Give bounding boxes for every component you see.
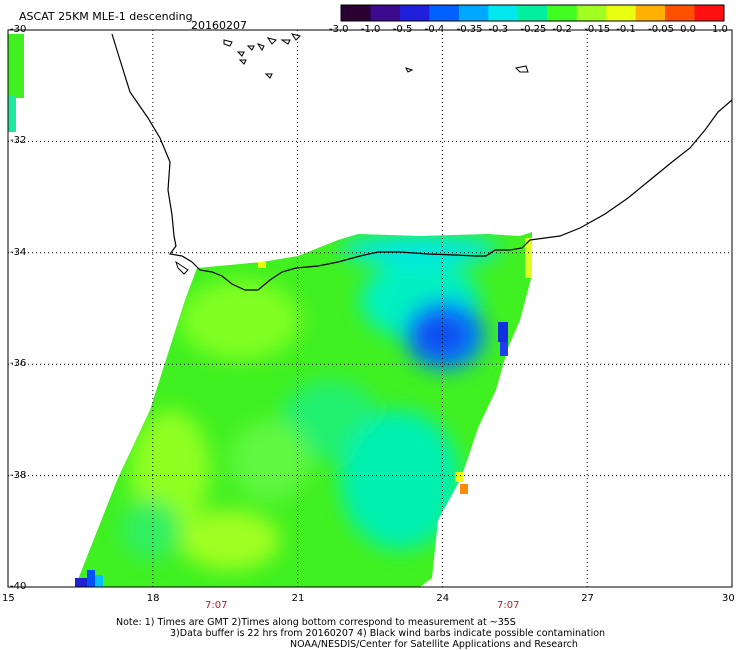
colorbar xyxy=(340,4,725,22)
colorbar-tick-label: -0.35 xyxy=(456,24,483,35)
colorbar-tick-label: -1.0 xyxy=(360,24,381,35)
colorbar-segment xyxy=(341,5,371,21)
plot-frame xyxy=(7,29,733,588)
footnote-line-2: 3)Data buffer is 22 hrs from 20160207 4)… xyxy=(170,628,606,639)
colorbar-segment xyxy=(547,5,578,21)
longitude-tick-label: 15 xyxy=(2,593,15,604)
swath-texture xyxy=(120,234,500,570)
colorbar-tick-label: -0.1 xyxy=(616,24,636,35)
colorbar-tick-label: -0.2 xyxy=(552,24,572,35)
colorbar-segment xyxy=(694,5,725,21)
colorbar-tick-label: -0.15 xyxy=(584,24,611,35)
latitude-tick-label: -34 xyxy=(10,246,27,258)
coast-detail xyxy=(175,260,189,275)
colorbar-tick-label: 0.0 xyxy=(680,24,696,35)
map-date: 20160207 xyxy=(191,19,247,32)
map-title: ASCAT 25KM MLE-1 descending xyxy=(19,10,193,23)
longitude-tick-label: 21 xyxy=(291,593,305,604)
pass-time-2: 7:07 xyxy=(497,600,520,611)
coastline xyxy=(111,33,733,291)
data-swath xyxy=(75,232,532,587)
colorbar-segment xyxy=(370,5,401,21)
colorbar-tick-label: -3.0 xyxy=(329,24,349,35)
latitude-tick-label: -36 xyxy=(10,358,27,370)
longitude-tick-label: 30 xyxy=(722,593,735,604)
longitude-tick-label: 18 xyxy=(146,593,160,604)
colorbar-tick-label: 1.0 xyxy=(712,24,728,35)
colorbar-segment xyxy=(635,5,666,21)
colorbar-tick-label: -0.3 xyxy=(488,24,509,35)
grid xyxy=(8,30,732,587)
colorbar-segment xyxy=(665,5,696,21)
colorbar-segment xyxy=(517,5,548,21)
pass-time-1: 7:07 xyxy=(205,600,228,611)
colorbar-segment xyxy=(576,5,607,21)
footnote-line-1: Note: 1) Times are GMT 2)Times along bot… xyxy=(116,617,516,628)
colorbar-segment xyxy=(606,5,637,21)
colorbar-outline xyxy=(340,4,725,22)
longitude-tick-label: 27 xyxy=(581,593,594,604)
colorbar-tick-label: -0.4 xyxy=(424,24,445,35)
colorbar-tick-label: -0.05 xyxy=(648,24,675,35)
colorbar-tick-label: -0.25 xyxy=(520,24,547,35)
colorbar-segment xyxy=(488,5,519,21)
latitude-tick-label: -40 xyxy=(10,581,27,592)
latitude-tick-label: -38 xyxy=(10,469,27,481)
colorbar-segment xyxy=(458,5,489,21)
latitude-tick-label: -32 xyxy=(10,135,27,147)
edge-swath-strip xyxy=(8,34,24,98)
colorbar-segment xyxy=(429,5,460,21)
latitude-tick-label: -30 xyxy=(10,24,27,35)
islands xyxy=(223,33,529,79)
colorbar-tick-label: -0.5 xyxy=(392,24,413,35)
colorbar-segment xyxy=(399,5,430,21)
longitude-tick-label: 24 xyxy=(436,593,450,604)
footnote-line-3: NOAA/NESDIS/Center for Satellite Applica… xyxy=(290,639,578,650)
